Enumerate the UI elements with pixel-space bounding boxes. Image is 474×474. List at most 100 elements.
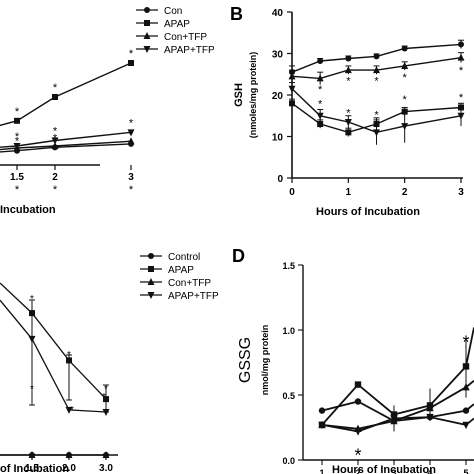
sig-a-bottom-2: * [129, 184, 134, 196]
sig-b-4: * [459, 65, 464, 77]
chart_data.2.legend-marker-2 [147, 278, 155, 285]
panel-label-b: B [230, 4, 243, 24]
series-d-3-point-1 [354, 428, 362, 436]
chart_data.0.legend-marker-2 [143, 32, 151, 39]
series-b-0-point-1 [317, 57, 324, 64]
axis-b-ytick-label-4: 40 [272, 8, 284, 19]
axis-c-tick-label-0: 1.5 [25, 463, 39, 474]
series-b-1-point-1 [316, 74, 324, 82]
sig-a-apap-4: * [129, 48, 134, 60]
axis-b-ytick-label-1: 10 [272, 133, 284, 144]
series-a-3-point-2 [13, 142, 21, 150]
chart_data.0.legend-label-3: APAP+TFP [164, 45, 215, 56]
series-a-1-point-2 [14, 117, 20, 124]
series-b-2-point-3 [373, 129, 380, 137]
series-d-3-point-4 [462, 421, 470, 430]
series-d-0-point-4 [462, 407, 470, 414]
series-d-3-point-0 [318, 421, 326, 430]
axis-d-ylabel: GSSG [237, 337, 254, 383]
series-b-0-point-5 [458, 41, 464, 48]
chart_data.2.legend-marker-3 [147, 292, 155, 299]
axis-c-tick-label-1: 2.0 [62, 463, 76, 474]
sig-c-2: * [104, 384, 108, 395]
sig-a-bottom-1: * [53, 184, 58, 196]
series-a-1-point-3 [52, 94, 58, 100]
chart_data.0.legend-label-0: Con [164, 6, 182, 17]
sig-a-con-2: * [15, 136, 20, 148]
series-b-3-line [291, 102, 462, 134]
sig-b-2: * [374, 75, 379, 87]
sig-a-con-4: * [129, 129, 134, 141]
axis-d-ylabel-unit: nmol/mg protein [260, 325, 270, 396]
sig-b-5: * [318, 98, 323, 110]
series-b-3-point-3 [373, 121, 380, 128]
axis-c-tick-label-2: 3.0 [99, 463, 113, 474]
axis-d-ytick-label-2: 1.0 [282, 326, 295, 336]
panel-label-d: D [232, 246, 245, 266]
series-c-2-point-1 [28, 451, 36, 458]
series-d-0-point-0 [318, 407, 326, 414]
chart-panel-c: 1.5 2.0 3.0 of Incubation Control APAP Con+TFP… [0, 252, 219, 474]
sig-b-6: * [346, 107, 351, 119]
sig-b-1: * [346, 75, 351, 87]
axis-d-xtick-label-3: 4 [427, 468, 432, 474]
series-b-2-line [291, 88, 462, 134]
axis-d-xtick-label-4: 5 [463, 468, 468, 474]
chart_data.0.legend-marker-0 [144, 7, 150, 13]
series-a-2-point-4 [127, 137, 135, 145]
sig-c-1: * [67, 350, 71, 361]
series-b-0-line [291, 43, 462, 73]
chart_data.2.legend-label-1: APAP [168, 265, 194, 276]
series-b-3-point-1 [317, 121, 324, 128]
series-b-1-point-3 [373, 66, 380, 74]
series-a-3-point-3 [51, 137, 59, 145]
sig-d-1: * [462, 332, 469, 352]
axis-b-xtick-label-1: 1 [346, 187, 352, 198]
series-b-3-point-0 [289, 100, 295, 107]
series-d-1-point-1 [354, 381, 362, 388]
chart_data.2.legend-label-3: APAP+TFP [168, 291, 219, 302]
series-a-1-point-4 [128, 60, 134, 66]
series-b-1-point-4 [401, 61, 409, 69]
axis-c-xlabel: of Incubation [0, 463, 69, 474]
series-b-2-point-2 [344, 118, 352, 126]
chart_data.2.legend-label-0: Control [168, 252, 200, 263]
series-b-3-point-5 [458, 104, 464, 111]
series-b-0-point-2 [345, 55, 352, 62]
chart-panel-a: 1.5 2 3IncubationConAPAPCon+TFPAPAP+TFP***… [0, 6, 215, 216]
sig-a-bottom-0: * [15, 184, 20, 196]
chart_data.0.legend-marker-3 [143, 46, 151, 53]
chart_data.0.legend-label-1: APAP [164, 19, 190, 30]
axis-a-xlabel: Incubation [0, 204, 56, 216]
axis-a-tick-label-0: 1.5 [10, 172, 24, 183]
sig-b-3: * [403, 72, 408, 84]
axis-d-xtick-label-2: 3 [391, 468, 396, 474]
axis-d-xlabel: Hours of Incubation [332, 464, 436, 474]
axis-b-ytick-label-3: 30 [272, 50, 284, 61]
series-b-2-point-1 [316, 112, 324, 120]
series-b-0-point-4 [401, 45, 408, 52]
chart_data.2.legend-label-2: Con+TFP [168, 278, 211, 289]
series-b-2-point-5 [457, 112, 465, 120]
sig-b-0: * [318, 84, 323, 96]
series-b-1-point-5 [457, 53, 465, 61]
series-d-1-line [321, 327, 474, 426]
sig-b-7: * [374, 110, 379, 122]
axis-b-ytick-label-0: 0 [277, 174, 283, 185]
chart-panel-d: 0.0 0.5 1.0 1.5 1 2 3 4 5 GSSG nmol/mg protein Hour… [237, 261, 474, 474]
chart-panel-b: 0 10 20 30 40 0 1 2 3 GSH (nmoles/mg protein) Hours… [233, 8, 465, 218]
series-b-1-line [291, 57, 462, 80]
series-c-3-line [0, 299, 107, 413]
chart_data.0.legend-label-2: Con+TFP [164, 32, 207, 43]
sig-c-4: * [70, 405, 74, 416]
series-a-3-point-4 [127, 129, 135, 137]
sig-a-apap-2: * [15, 106, 20, 118]
sig-a-apaptfp-2: * [15, 131, 20, 143]
sig-c-3: * [30, 384, 34, 395]
series-b-0-point-3 [373, 53, 380, 60]
axis-b-xtick-label-0: 0 [289, 187, 295, 198]
axis-d-ytick-label-3: 1.5 [282, 261, 295, 271]
sig-c-0: * [30, 294, 34, 305]
series-b-3-point-4 [401, 108, 408, 115]
